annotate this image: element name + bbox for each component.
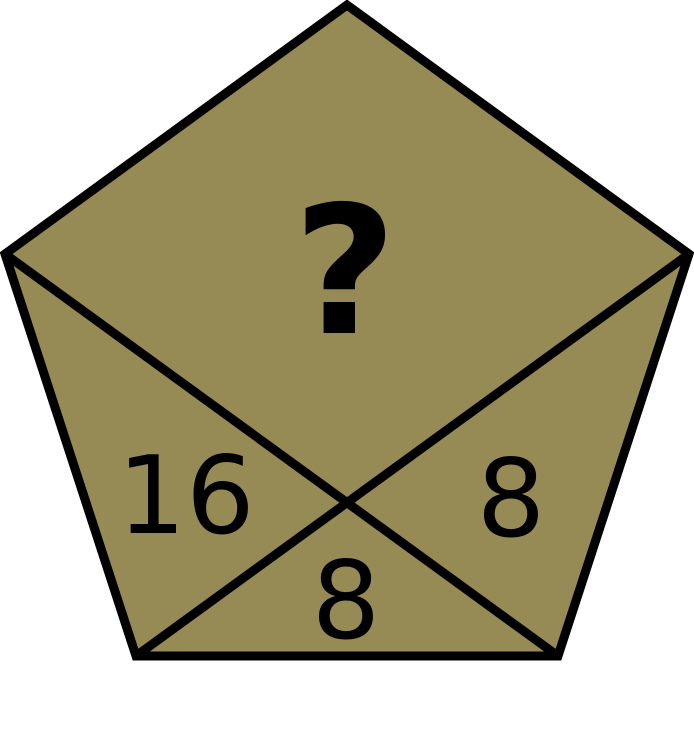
right-region-label: 8	[477, 437, 546, 562]
left-region-label: 16	[117, 434, 254, 559]
top-region-label: ?	[293, 168, 396, 375]
diagonal-left-to-bottom-right	[2, 250, 561, 660]
diagonal-right-to-bottom-left	[133, 250, 692, 660]
bottom-region-label: 8	[312, 539, 381, 664]
pentagon-shape	[0, 0, 694, 661]
